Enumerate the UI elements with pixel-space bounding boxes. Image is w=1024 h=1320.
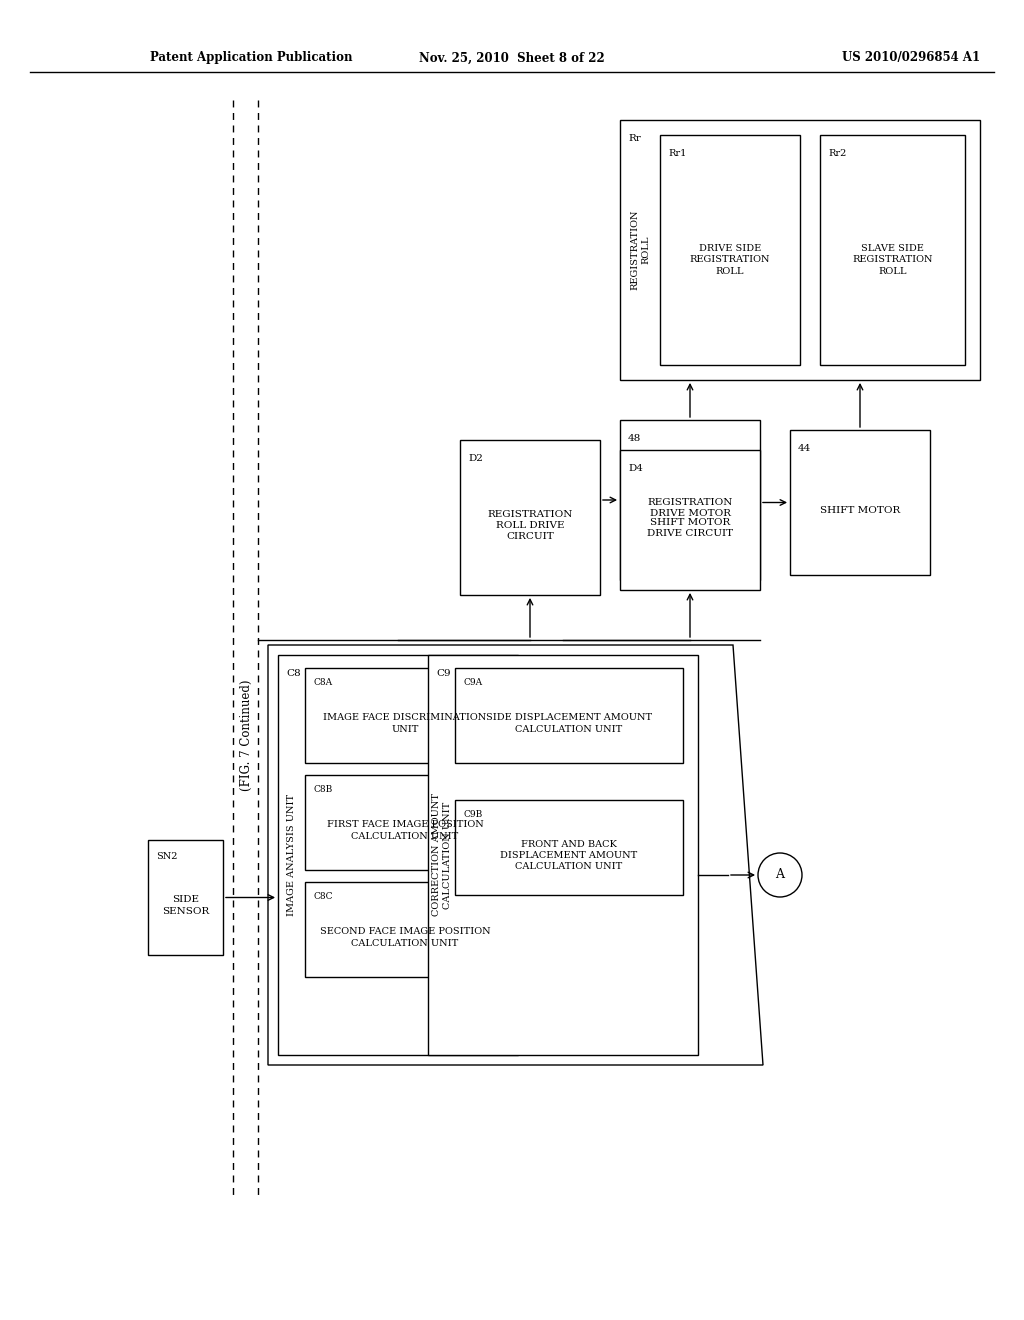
Bar	[428, 655, 698, 1055]
Text: C9: C9	[436, 669, 451, 678]
Text: REGISTRATION
ROLL: REGISTRATION ROLL	[630, 210, 650, 290]
Bar	[278, 655, 518, 1055]
Bar	[790, 430, 930, 576]
Polygon shape	[268, 645, 763, 1065]
Text: C8: C8	[286, 669, 301, 678]
Bar	[305, 668, 505, 763]
Text: C9B: C9B	[463, 810, 482, 818]
Text: SIDE
SENSOR: SIDE SENSOR	[162, 895, 209, 916]
Text: 48: 48	[628, 434, 641, 444]
Text: C9A: C9A	[463, 678, 482, 686]
Text: C8C: C8C	[313, 892, 333, 902]
Text: CORRECTION AMOUNT
CALCULATION UNIT: CORRECTION AMOUNT CALCULATION UNIT	[432, 793, 452, 916]
Bar	[460, 440, 600, 595]
Text: Nov. 25, 2010  Sheet 8 of 22: Nov. 25, 2010 Sheet 8 of 22	[419, 51, 605, 65]
Bar	[305, 775, 505, 870]
Text: D4: D4	[628, 465, 643, 473]
Bar	[820, 135, 965, 366]
Text: 44: 44	[798, 444, 811, 453]
Text: Rr: Rr	[628, 135, 641, 143]
Text: SHIFT MOTOR
DRIVE CIRCUIT: SHIFT MOTOR DRIVE CIRCUIT	[647, 517, 733, 539]
Text: IMAGE ANALYSIS UNIT: IMAGE ANALYSIS UNIT	[288, 793, 297, 916]
Text: D2: D2	[468, 454, 483, 463]
Text: A: A	[775, 869, 784, 882]
Text: FIRST FACE IMAGE POSITION
CALCULATION UNIT: FIRST FACE IMAGE POSITION CALCULATION UN…	[327, 821, 483, 841]
Text: IMAGE FACE DISCRIMINATION
UNIT: IMAGE FACE DISCRIMINATION UNIT	[324, 713, 486, 734]
Bar	[455, 668, 683, 763]
Bar	[305, 882, 505, 977]
Text: SECOND FACE IMAGE POSITION
CALCULATION UNIT: SECOND FACE IMAGE POSITION CALCULATION U…	[319, 928, 490, 948]
Text: (FIG. 7 Continued): (FIG. 7 Continued)	[240, 680, 253, 791]
Text: C8A: C8A	[313, 678, 332, 686]
Text: SLAVE SIDE
REGISTRATION
ROLL: SLAVE SIDE REGISTRATION ROLL	[852, 244, 933, 276]
Bar	[660, 135, 800, 366]
Text: SHIFT MOTOR: SHIFT MOTOR	[820, 506, 900, 515]
Text: SIDE DISPLACEMENT AMOUNT
CALCULATION UNIT: SIDE DISPLACEMENT AMOUNT CALCULATION UNI…	[486, 713, 652, 734]
Text: SN2: SN2	[156, 851, 177, 861]
Bar	[148, 840, 223, 954]
Text: DRIVE SIDE
REGISTRATION
ROLL: DRIVE SIDE REGISTRATION ROLL	[690, 244, 770, 276]
Bar	[620, 120, 980, 380]
Bar	[620, 450, 760, 590]
Text: FRONT AND BACK
DISPLACEMENT AMOUNT
CALCULATION UNIT: FRONT AND BACK DISPLACEMENT AMOUNT CALCU…	[501, 840, 638, 871]
Text: US 2010/0296854 A1: US 2010/0296854 A1	[842, 51, 980, 65]
Bar	[455, 800, 683, 895]
Text: Rr1: Rr1	[668, 149, 686, 158]
Text: REGISTRATION
ROLL DRIVE
CIRCUIT: REGISTRATION ROLL DRIVE CIRCUIT	[487, 510, 572, 541]
Text: REGISTRATION
DRIVE MOTOR: REGISTRATION DRIVE MOTOR	[647, 498, 733, 517]
Text: C8B: C8B	[313, 785, 332, 795]
Text: Patent Application Publication: Patent Application Publication	[150, 51, 352, 65]
Text: Rr2: Rr2	[828, 149, 847, 158]
Bar	[620, 420, 760, 579]
